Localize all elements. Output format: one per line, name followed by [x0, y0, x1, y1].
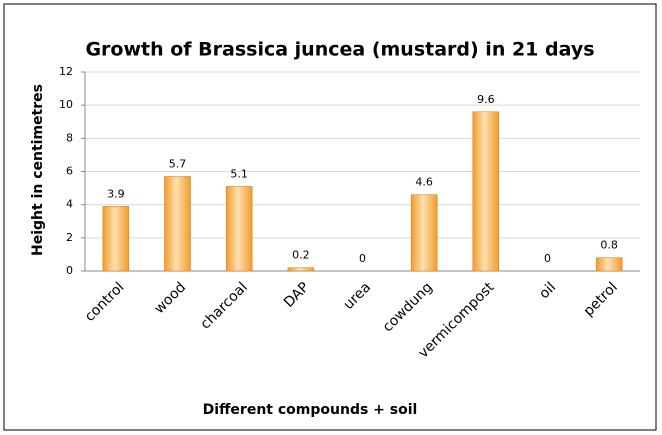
- value-label: 4.6: [415, 176, 433, 189]
- bar: [410, 194, 438, 272]
- value-label: 5.7: [169, 157, 187, 170]
- y-axis-label: Height in centimetres: [30, 84, 46, 256]
- value-label: 0.2: [292, 249, 310, 262]
- value-label: 3.9: [107, 187, 125, 200]
- bar: [595, 257, 623, 272]
- chart-title: Growth of Brassica juncea (mustard) in 2…: [85, 39, 594, 61]
- x-axis-label: Different compounds + soil: [203, 402, 418, 418]
- chart-border: [3, 3, 657, 431]
- y-tick-label: 0: [66, 264, 73, 277]
- bar: [287, 267, 315, 272]
- y-tick-label: 8: [66, 131, 73, 144]
- y-tick-label: 12: [59, 65, 73, 78]
- value-label: 0: [544, 252, 551, 265]
- y-tick-label: 4: [66, 198, 73, 211]
- value-label: 9.6: [477, 93, 495, 106]
- value-label: 0.8: [600, 239, 618, 252]
- bar: [102, 206, 130, 272]
- y-tick-label: 2: [66, 231, 73, 244]
- bar: [164, 176, 191, 272]
- bar: [225, 186, 253, 272]
- value-label: 0: [359, 252, 366, 265]
- bar: [472, 111, 500, 272]
- y-tick-label: 10: [59, 98, 73, 111]
- value-label: 5.1: [230, 167, 248, 180]
- y-tick-label: 6: [66, 165, 73, 178]
